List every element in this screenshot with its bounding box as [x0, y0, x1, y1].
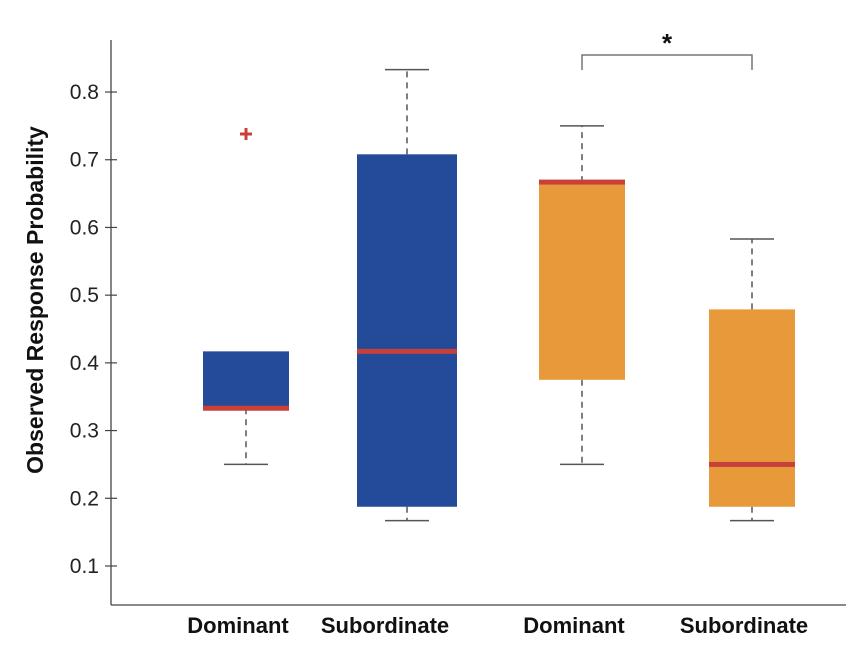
significance-bracket — [581, 54, 753, 70]
median-line — [203, 405, 289, 411]
box-iqr — [203, 351, 289, 409]
significance-asterisk: * — [662, 28, 673, 58]
y-tick-label: 0.1 — [70, 555, 99, 578]
box-group — [539, 125, 625, 466]
box-group — [357, 68, 457, 522]
x-category-label: Subordinate — [680, 613, 808, 638]
y-tick-label: 0.8 — [70, 81, 99, 104]
y-tick-label: 0.7 — [70, 149, 99, 172]
box-iqr — [357, 154, 457, 507]
box-group — [203, 128, 289, 466]
median-line — [357, 348, 457, 354]
y-tick-label: 0.3 — [70, 420, 99, 443]
x-category-label: Dominant — [187, 613, 289, 638]
x-category-label: Subordinate — [321, 613, 449, 638]
y-tick-label: 0.4 — [70, 352, 100, 375]
outlier-marker — [240, 128, 252, 141]
box-iqr — [539, 182, 625, 380]
y-tick-label: 0.2 — [70, 487, 99, 510]
median-line — [539, 179, 625, 185]
box-iqr — [709, 309, 795, 507]
median-line — [709, 461, 795, 467]
box-group — [709, 238, 795, 522]
x-category-label: Dominant — [523, 613, 625, 638]
y-tick-label: 0.5 — [70, 284, 99, 307]
y-axis-label: Observed Response Probability — [22, 126, 48, 474]
y-tick-label: 0.6 — [70, 216, 99, 239]
